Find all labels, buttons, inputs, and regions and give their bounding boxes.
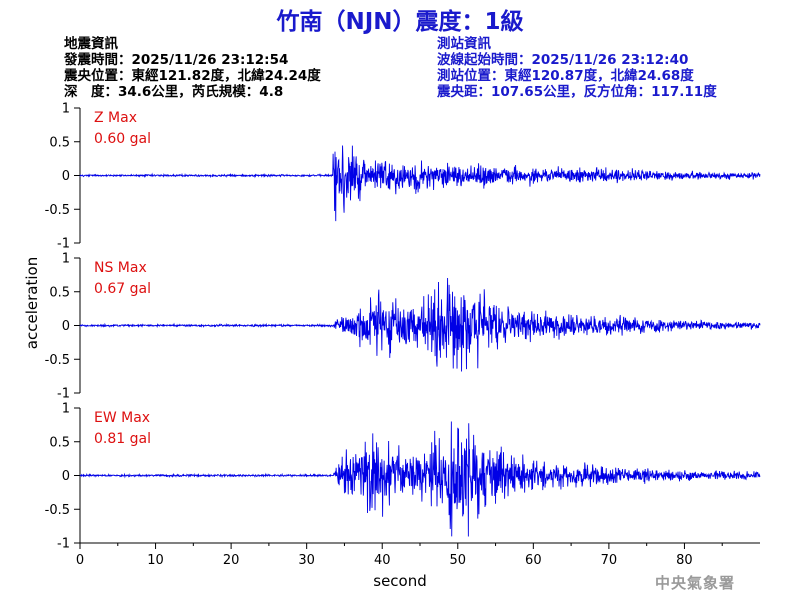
- x-tick-label: 80: [676, 553, 693, 568]
- y-tick-label: 1: [62, 102, 70, 117]
- y-tick-label: -1: [57, 387, 70, 402]
- panel-z: 1 0.5 0 -0.5 -1 Z Max 0.60 gal: [45, 102, 761, 252]
- panel-ew: 1 0.5 0 -0.5 -1 EW Max 0.81 gal: [45, 402, 761, 552]
- max-label-ew: EW Max: [94, 410, 150, 426]
- y-tick-label: 0: [62, 169, 70, 184]
- waveform-trace-ew: [79, 421, 761, 537]
- x-tick-label: 60: [525, 553, 542, 568]
- origin-time: 發震時間：2025/11/26 23:12:54: [64, 52, 289, 68]
- y-axis-label: acceleration: [23, 257, 41, 349]
- earthquake-info-heading: 地震資訊: [64, 36, 118, 52]
- earthquake-info: 地震資訊 發震時間：2025/11/26 23:12:54 震央位置：東經121…: [64, 36, 321, 100]
- y-tick-label: 1: [62, 402, 70, 417]
- y-tick-label: -0.5: [45, 353, 70, 368]
- x-tick-label: 30: [298, 553, 315, 568]
- y-tick-label: -0.5: [45, 203, 70, 218]
- y-tick-label: -1: [57, 537, 70, 552]
- x-tick-label: 10: [147, 553, 164, 568]
- epicenter-location: 震央位置：東經121.82度，北緯24.24度: [64, 68, 321, 84]
- x-tick-label: 0: [76, 553, 84, 568]
- station-info-heading: 測站資訊: [437, 36, 491, 52]
- x-axis-label: second: [373, 572, 427, 590]
- waveform-trace-z: [79, 145, 761, 222]
- depth-magnitude: 深 度：34.6公里，芮氏規模：4.8: [64, 84, 284, 100]
- waveform-trace-ns: [79, 278, 761, 372]
- distance-azimuth: 震央距：107.65公里，反方位角：117.11度: [437, 84, 717, 100]
- y-tick-label: 0.5: [49, 285, 70, 300]
- y-tick-label: -1: [57, 237, 70, 252]
- x-tick-label: 50: [450, 553, 467, 568]
- y-tick-label: 0.5: [49, 135, 70, 150]
- y-tick-label: 0.5: [49, 435, 70, 450]
- max-label-z: Z Max: [94, 110, 137, 126]
- waveform-start-time: 波線起始時間：2025/11/26 23:12:40: [437, 52, 689, 68]
- max-value-ns: 0.67 gal: [94, 281, 151, 297]
- y-tick-label: 1: [62, 252, 70, 267]
- station-location: 測站位置：東經120.87度，北緯24.68度: [437, 68, 694, 84]
- agency-label: 中央氣象署: [655, 574, 736, 592]
- y-tick-label: 0: [62, 319, 70, 334]
- max-value-ew: 0.81 gal: [94, 431, 151, 447]
- x-tick-label: 20: [223, 553, 240, 568]
- x-tick-label: 70: [601, 553, 618, 568]
- panel-ns: 1 0.5 0 -0.5 -1 NS Max 0.67 gal: [45, 252, 761, 402]
- page-title: 竹南（NJN）震度：1級: [276, 9, 524, 35]
- station-info: 測站資訊 波線起始時間：2025/11/26 23:12:40 測站位置：東經1…: [437, 36, 717, 100]
- max-label-ns: NS Max: [94, 260, 147, 276]
- y-tick-label: 0: [62, 469, 70, 484]
- x-tick-label: 40: [374, 553, 391, 568]
- max-value-z: 0.60 gal: [94, 131, 151, 147]
- y-tick-label: -0.5: [45, 503, 70, 518]
